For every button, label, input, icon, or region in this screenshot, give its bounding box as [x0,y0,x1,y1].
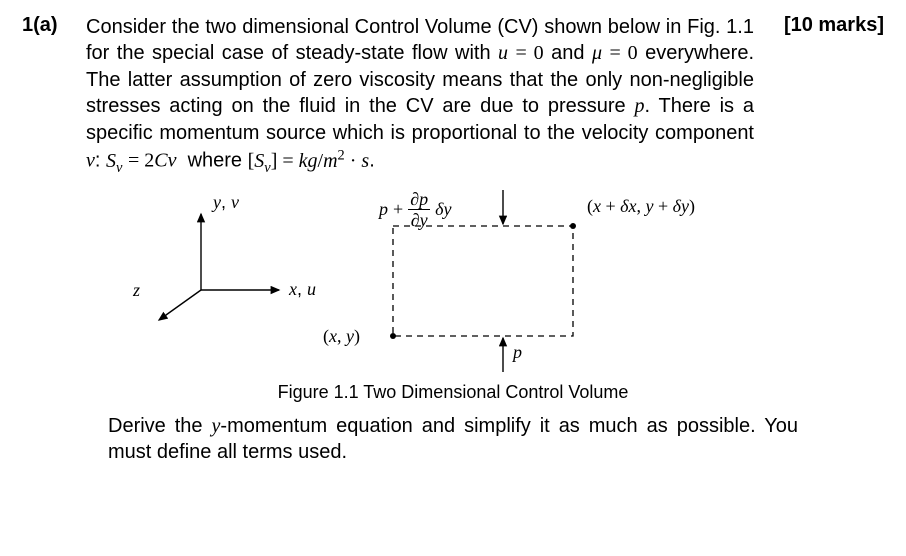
final-instruction: Derive the y-momentum equation and simpl… [108,413,798,466]
label-z: z [133,280,140,301]
top-pressure-prefix: p + [379,199,403,219]
question-body: Consider the two dimensional Control Vol… [86,14,760,178]
label-xu: x, u [289,279,316,300]
label-yv: y, v [213,192,239,213]
question-marks: [10 marks] [760,14,884,37]
label-p-bottom: p [513,342,522,363]
label-xdx: (x + δx, y + δy) [587,196,695,217]
question-number: 1(a) [22,14,86,37]
frac-den: ∂y [408,209,430,229]
figure-area: y, v x, u z (x, y) (x + δx, y + δy) p p … [103,182,803,382]
top-pressure-fraction: ∂p ∂y [408,190,430,229]
page-root: 1(a) Consider the two dimensional Contro… [0,0,906,556]
question-header: 1(a) Consider the two dimensional Contro… [22,14,884,178]
top-pressure-suffix: δy [435,199,451,219]
frac-num: ∂p [408,190,430,209]
label-xy: (x, y) [323,326,360,347]
figure-caption: Figure 1.1 Two Dimensional Control Volum… [22,382,884,403]
coord-axes [103,182,803,382]
label-top-pressure: p + ∂p ∂y δy [379,190,451,229]
